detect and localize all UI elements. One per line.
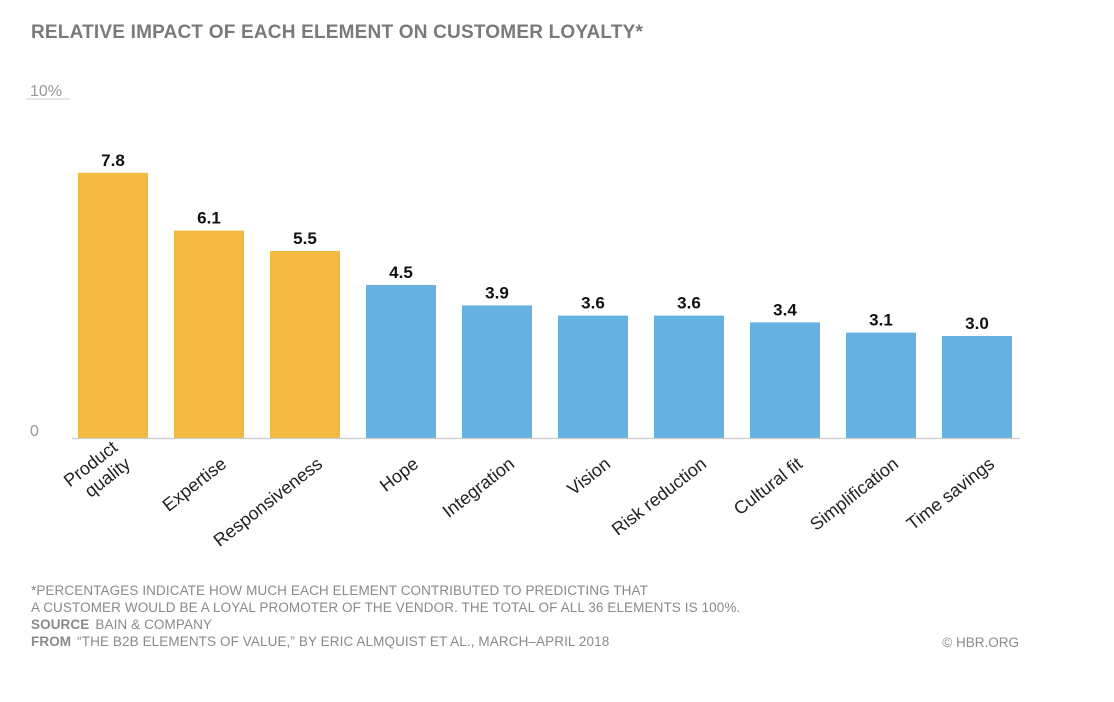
x-tick-label: Integration	[439, 453, 518, 521]
chart-footer: *PERCENTAGES INDICATE HOW MUCH EACH ELEM…	[31, 582, 740, 650]
bar	[750, 322, 820, 438]
x-tick-label-line: Expertise	[159, 453, 230, 515]
bar-chart: 10%07.8Productquality6.1Expertise5.5Resp…	[26, 83, 1020, 550]
bar-value-label: 4.5	[389, 263, 413, 282]
source-label: SOURCE	[31, 617, 90, 632]
x-tick-label-line: Simplification	[806, 453, 902, 534]
bar	[942, 336, 1012, 438]
x-tick-label: Cultural fit	[730, 453, 806, 519]
chart-title: RELATIVE IMPACT OF EACH ELEMENT ON CUSTO…	[31, 22, 644, 43]
x-tick-label-line: Time savings	[903, 453, 998, 534]
x-tick-label: Risk reduction	[608, 453, 710, 539]
x-tick-label: Time savings	[903, 453, 998, 534]
x-tick-label: Simplification	[806, 453, 902, 534]
footnote-line-1: *PERCENTAGES INDICATE HOW MUCH EACH ELEM…	[31, 583, 648, 598]
from-value: “THE B2B ELEMENTS OF VALUE,” BY ERIC ALM…	[77, 634, 610, 649]
bar	[654, 315, 724, 438]
bar-value-label: 3.6	[581, 294, 605, 313]
source-value: BAIN & COMPANY	[95, 617, 213, 632]
from-label: FROM	[31, 634, 72, 649]
footnote-line-2: A CUSTOMER WOULD BE A LOYAL PROMOTER OF …	[31, 600, 741, 615]
x-tick-label-line: Risk reduction	[608, 453, 710, 539]
x-tick-label-line: Vision	[563, 453, 614, 499]
x-tick-label-line: Hope	[376, 453, 422, 495]
bar	[174, 230, 244, 438]
x-tick-label: Expertise	[159, 453, 230, 515]
bar-value-label: 3.6	[677, 294, 701, 313]
bar-value-label: 3.0	[965, 314, 989, 333]
from-line: FROM “THE B2B ELEMENTS OF VALUE,” BY ERIC…	[31, 633, 740, 650]
bar	[462, 305, 532, 438]
bar	[846, 332, 916, 438]
bar	[366, 285, 436, 438]
x-tick-label: Vision	[563, 453, 614, 499]
y-tick-label: 0	[30, 423, 39, 440]
x-tick-label-line: Cultural fit	[730, 453, 806, 519]
bar-value-label: 3.1	[869, 311, 893, 330]
bar	[78, 172, 148, 439]
bar	[558, 315, 628, 438]
bar	[270, 251, 340, 438]
x-tick-label: Hope	[376, 453, 422, 495]
x-tick-label: Productquality	[60, 437, 134, 508]
y-tick-label: 10%	[30, 83, 62, 100]
source-line: SOURCE BAIN & COMPANY	[31, 616, 740, 633]
bar-value-label: 5.5	[293, 229, 317, 248]
x-tick-label-line: Integration	[439, 453, 518, 521]
copyright: © HBR.ORG	[942, 635, 1019, 650]
bar-value-label: 3.4	[773, 300, 797, 319]
bar-value-label: 3.9	[485, 283, 509, 302]
bar-value-label: 6.1	[197, 209, 221, 228]
bar-value-label: 7.8	[101, 151, 125, 170]
